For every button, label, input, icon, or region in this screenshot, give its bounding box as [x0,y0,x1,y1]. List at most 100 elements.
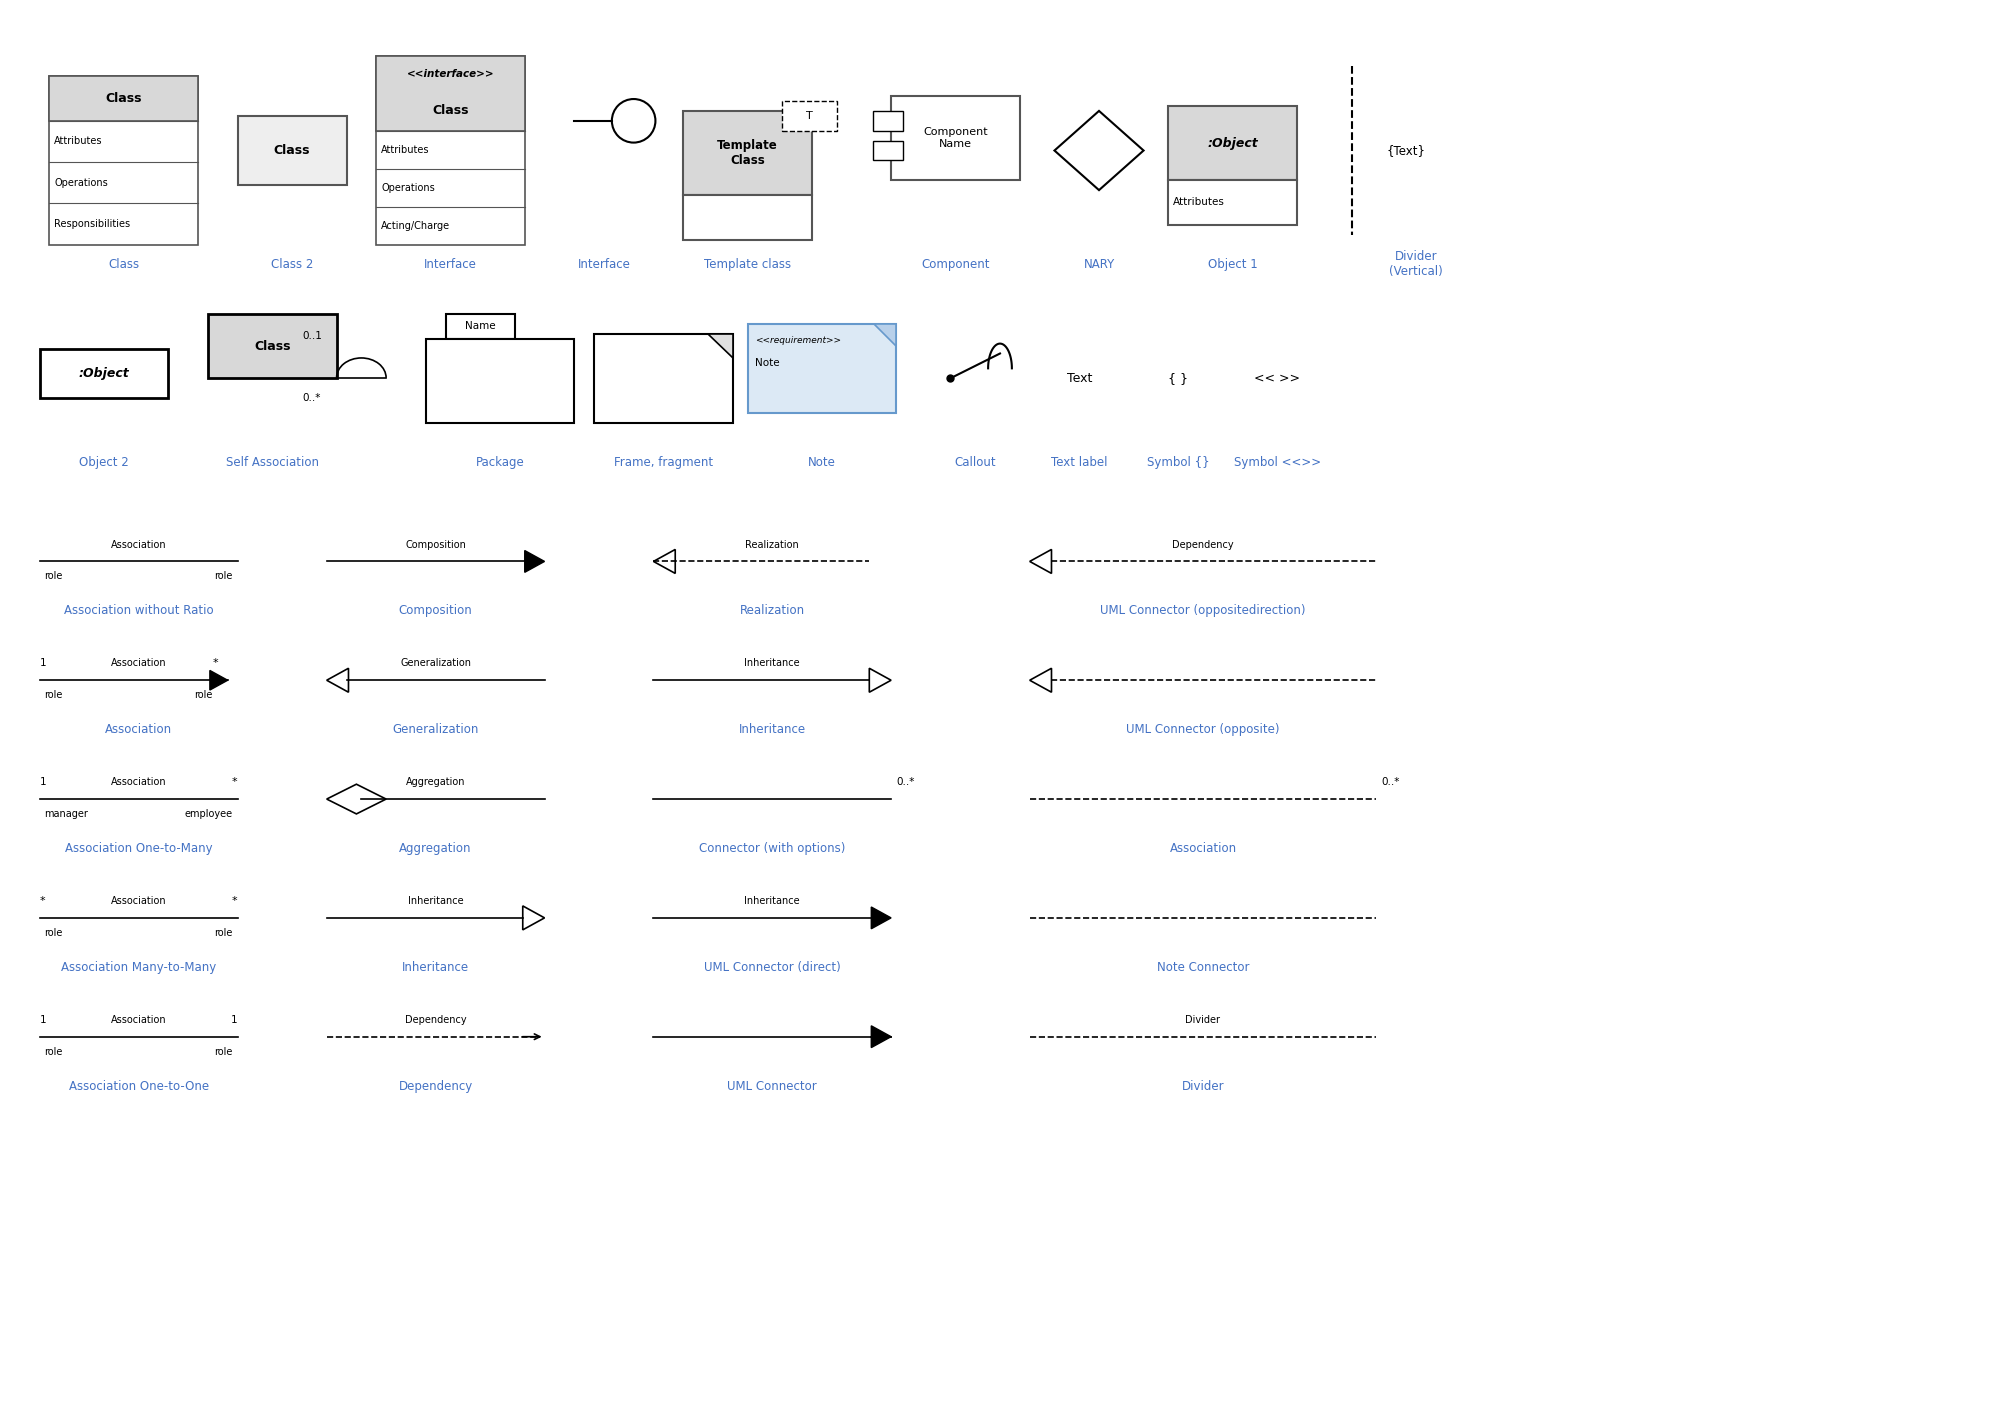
Text: Template
Class: Template Class [718,140,778,166]
Text: role: role [214,928,232,938]
Text: Divider: Divider [1186,1015,1220,1025]
Text: role: role [194,689,212,701]
Text: 1: 1 [40,658,46,668]
Polygon shape [874,324,896,345]
Text: NARY: NARY [1084,258,1114,271]
Text: Inheritance: Inheritance [738,723,806,736]
FancyBboxPatch shape [874,141,902,161]
Text: <<requirement>>: <<requirement>> [756,336,842,344]
Text: Composition: Composition [398,605,472,618]
Text: Text: Text [1066,372,1092,385]
Text: Dependency: Dependency [1172,540,1234,550]
Text: *: * [232,895,238,907]
Text: Realization: Realization [746,540,800,550]
Text: Self Association: Self Association [226,455,318,470]
Text: Generalization: Generalization [392,723,478,736]
Text: role: role [44,928,62,938]
Text: UML Connector: UML Connector [728,1080,818,1093]
Text: T: T [806,111,812,121]
Text: Dependency: Dependency [404,1015,466,1025]
Polygon shape [708,334,732,358]
Text: 0..*: 0..* [896,777,914,787]
Text: Realization: Realization [740,605,804,618]
Text: Association: Association [1170,842,1236,854]
Text: 0..*: 0..* [1382,777,1400,787]
Text: Association: Association [110,895,166,907]
Polygon shape [210,670,228,689]
Text: role: role [44,571,62,581]
Text: employee: employee [184,809,232,819]
Text: Name: Name [464,321,496,331]
Text: Association: Association [110,658,166,668]
FancyBboxPatch shape [238,116,346,185]
FancyBboxPatch shape [684,111,812,195]
Text: Aggregation: Aggregation [406,777,466,787]
Text: Inheritance: Inheritance [744,895,800,907]
FancyBboxPatch shape [50,76,198,244]
Text: UML Connector (opposite): UML Connector (opposite) [1126,723,1280,736]
FancyBboxPatch shape [50,76,198,121]
Text: Attributes: Attributes [54,137,102,147]
Text: Note Connector: Note Connector [1156,960,1250,974]
Text: Connector (with options): Connector (with options) [700,842,846,854]
Text: Class: Class [108,258,140,271]
Text: Package: Package [476,455,524,470]
Text: Callout: Callout [954,455,996,470]
Text: Operations: Operations [54,178,108,188]
Text: Dependency: Dependency [398,1080,472,1093]
Text: Association: Association [106,723,172,736]
Text: Text label: Text label [1050,455,1108,470]
Text: :Object: :Object [1208,137,1258,149]
Text: Operations: Operations [382,183,434,193]
Text: {Text}: {Text} [1386,144,1426,157]
FancyBboxPatch shape [1168,106,1298,180]
Text: Object 1: Object 1 [1208,258,1258,271]
FancyBboxPatch shape [1168,180,1298,224]
Text: Attributes: Attributes [382,145,430,155]
Text: role: role [214,571,232,581]
Text: Association One-to-One: Association One-to-One [68,1080,208,1093]
Text: Divider: Divider [1182,1080,1224,1093]
Text: Divider
(Vertical): Divider (Vertical) [1388,251,1442,278]
Text: UML Connector (direct): UML Connector (direct) [704,960,840,974]
FancyBboxPatch shape [594,334,732,423]
Text: Frame, fragment: Frame, fragment [614,455,712,470]
Text: :Object: :Object [78,367,130,379]
Text: 1: 1 [40,777,46,787]
Text: Association without Ratio: Association without Ratio [64,605,214,618]
Text: Association: Association [110,777,166,787]
Polygon shape [872,1026,892,1048]
Text: Generalization: Generalization [400,658,472,668]
FancyBboxPatch shape [376,56,524,244]
FancyBboxPatch shape [684,195,812,240]
Text: Attributes: Attributes [1174,197,1226,207]
Polygon shape [872,907,892,929]
Text: Acting/Charge: Acting/Charge [382,220,450,231]
Text: *: * [212,658,218,668]
Text: 0..*: 0..* [302,393,322,403]
Text: 0..1: 0..1 [302,331,322,341]
Text: << >>: << >> [1254,372,1300,385]
Text: Association: Association [110,1015,166,1025]
Text: Template class: Template class [704,258,792,271]
Text: 1: 1 [230,1015,238,1025]
Text: Class: Class [106,92,142,104]
Text: Object 2: Object 2 [80,455,128,470]
FancyBboxPatch shape [376,56,524,131]
Text: Class: Class [254,340,290,352]
Text: 1: 1 [40,1015,46,1025]
Text: Interface: Interface [424,258,476,271]
Text: UML Connector (oppositedirection): UML Connector (oppositedirection) [1100,605,1306,618]
Text: role: role [44,689,62,701]
Text: manager: manager [44,809,88,819]
Text: *: * [232,777,238,787]
Text: Interface: Interface [578,258,630,271]
FancyBboxPatch shape [40,348,168,398]
Text: *: * [40,895,46,907]
Text: Component: Component [922,258,990,271]
Text: Class: Class [274,144,310,157]
Text: Symbol <<>>: Symbol <<>> [1234,455,1320,470]
Text: Composition: Composition [406,540,466,550]
FancyBboxPatch shape [426,338,574,423]
Text: Association: Association [110,540,166,550]
